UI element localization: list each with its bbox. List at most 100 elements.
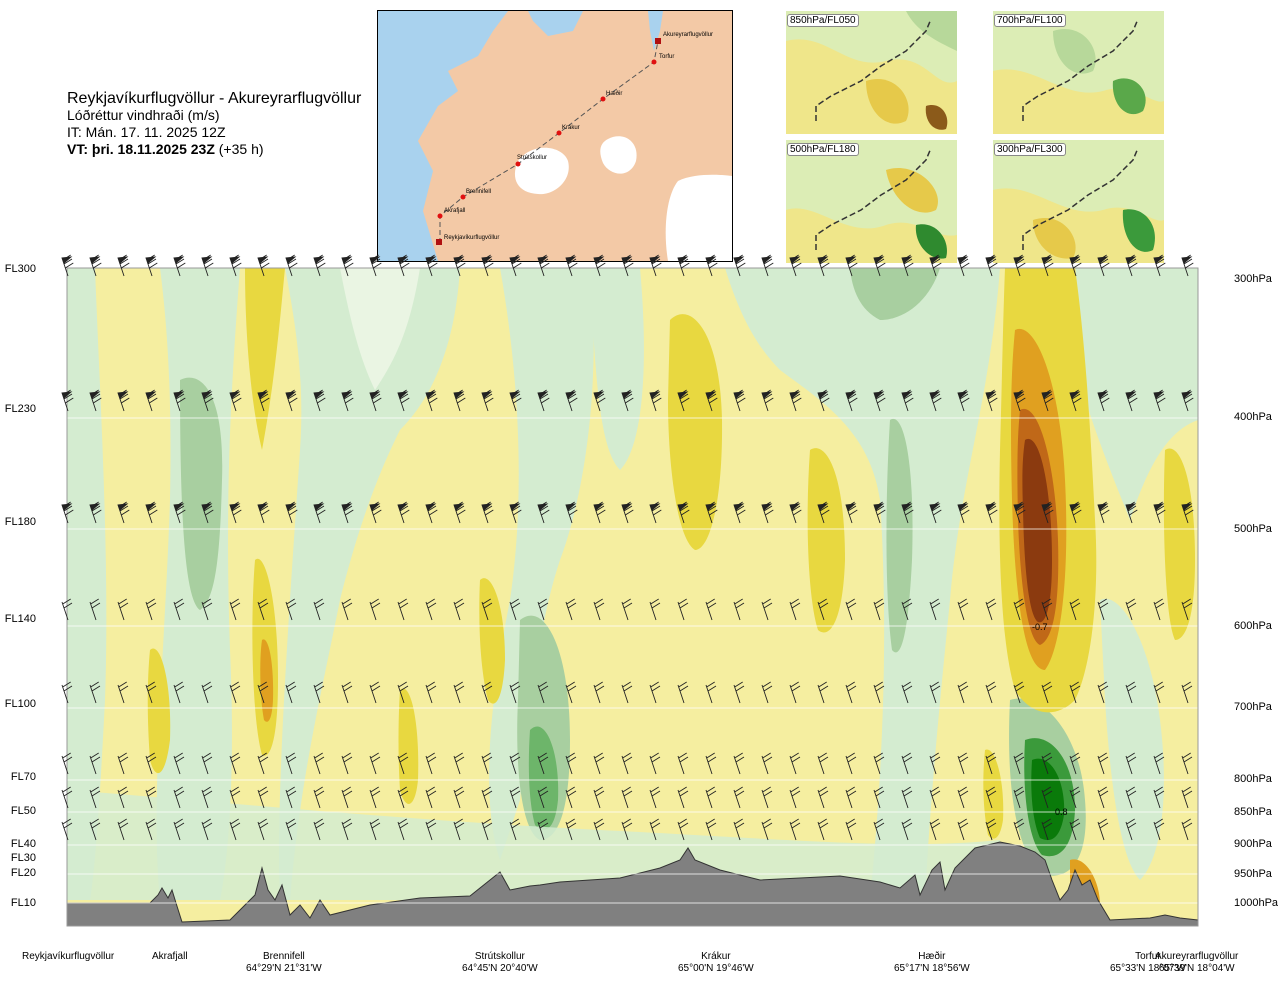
wind-barb	[565, 254, 578, 277]
wind-barb	[313, 818, 325, 841]
place-krakur-name: Krákur	[701, 951, 731, 962]
wind-barb	[229, 501, 242, 524]
wind-barb	[1013, 752, 1025, 775]
wind-barb	[313, 254, 326, 277]
field-down-core-1	[245, 268, 285, 450]
wind-barb	[537, 389, 550, 412]
map-sea-north	[528, 11, 583, 36]
wind-barb	[89, 501, 102, 524]
map-marker-rvk	[436, 239, 442, 245]
wind-barb	[1013, 389, 1026, 412]
vertical-wind-field	[67, 268, 1198, 926]
field-up-core-6b	[886, 418, 913, 653]
wind-barb	[1097, 254, 1110, 277]
field-up-band-6	[725, 268, 1000, 900]
place-brennifell-name: Brennifell	[263, 951, 305, 962]
wind-barb	[621, 681, 633, 704]
wind-barb	[509, 501, 522, 524]
field-up-band-4	[489, 268, 594, 860]
thumbnail-300-label: 300hPa/FL300	[994, 143, 1066, 156]
map-marker-akureyri	[655, 38, 661, 44]
wind-barb	[173, 818, 185, 841]
wind-barb	[649, 501, 662, 524]
thumbnail-500-svg	[786, 140, 957, 263]
wind-barb	[1153, 681, 1165, 704]
issue-time: IT: Mán. 17. 11. 2025 12Z	[67, 124, 226, 140]
place-akureyri-name: Akureyrarflugvöllur	[1155, 951, 1239, 962]
thumbnail-850[interactable]: 850hPa/FL050	[786, 11, 957, 134]
hpa-label-500: 500hPa	[1234, 523, 1272, 535]
thumbnail-500[interactable]: 500hPa/FL180	[786, 140, 957, 263]
thumbnail-850-label: 850hPa/FL050	[787, 14, 859, 27]
wind-barb	[985, 501, 998, 524]
wind-barb	[1125, 818, 1137, 841]
wind-barb	[369, 752, 381, 775]
wind-barb	[509, 681, 521, 704]
thumbnail-300[interactable]: 300hPa/FL300	[993, 140, 1164, 263]
wind-barb	[873, 501, 886, 524]
wind-barb	[761, 598, 773, 621]
wind-barb	[369, 389, 382, 412]
wind-barb	[565, 501, 578, 524]
wind-barb	[229, 818, 241, 841]
wind-barb	[901, 786, 913, 809]
wind-barb	[145, 818, 157, 841]
wind-barb	[1069, 389, 1082, 412]
wind-barb	[89, 818, 101, 841]
wind-barb	[117, 501, 130, 524]
map-glacier-3	[665, 174, 732, 261]
wind-barb	[117, 786, 129, 809]
wind-barb	[817, 389, 830, 412]
wind-barb	[845, 501, 858, 524]
map-sea-west	[378, 11, 508, 261]
wind-barb	[173, 681, 185, 704]
place-strutskollur: Strútskollur 64°45'N 20°40'W	[462, 951, 538, 975]
wind-barb	[481, 501, 494, 524]
wind-barb	[957, 752, 969, 775]
wind-barb	[61, 389, 74, 412]
wind-barb	[229, 752, 241, 775]
wind-barb	[817, 752, 829, 775]
fl-label-50: FL50	[10, 805, 36, 817]
wind-barb	[481, 786, 493, 809]
wind-barb	[705, 254, 718, 277]
place-reykjavik: Reykjavíkurflugvöllur	[22, 951, 114, 963]
wind-barb	[341, 254, 354, 277]
wind-barb	[481, 254, 494, 277]
thumbnail-700-svg	[993, 11, 1164, 134]
wind-barb	[733, 501, 746, 524]
hpa-label-950: 950hPa	[1234, 868, 1272, 880]
wind-barb	[677, 254, 690, 277]
wind-barb	[1013, 501, 1026, 524]
map-marker-brennifell	[460, 194, 466, 200]
wind-barb	[957, 501, 970, 524]
wind-barb	[425, 501, 438, 524]
wind-barb	[985, 681, 997, 704]
wind-barb	[565, 786, 577, 809]
wind-barb	[509, 752, 521, 775]
wind-barb	[61, 786, 73, 809]
wind-barb	[481, 389, 494, 412]
annotation-max: 0.8	[1055, 807, 1068, 817]
thumbnail-700[interactable]: 700hPa/FL100	[993, 11, 1164, 134]
wind-barb	[929, 389, 942, 412]
wind-barb	[1181, 389, 1194, 412]
wind-barb	[89, 254, 102, 277]
wind-barb	[621, 752, 633, 775]
place-brennifell-coord: 64°29'N 21°31'W	[246, 963, 322, 974]
field-down-core-5	[479, 578, 505, 704]
wind-barb	[621, 501, 634, 524]
wind-barb	[1097, 501, 1110, 524]
wind-barb	[537, 818, 549, 841]
wind-barb	[929, 818, 941, 841]
field-down-core-6	[668, 314, 723, 550]
wind-barb	[1125, 254, 1138, 277]
wind-barb	[761, 681, 773, 704]
wind-barb	[341, 389, 354, 412]
place-akrafjall-name: Akrafjall	[152, 951, 188, 962]
wind-barb	[789, 752, 801, 775]
wind-barb	[817, 681, 829, 704]
wind-barb	[425, 818, 437, 841]
wind-barb	[1153, 818, 1165, 841]
wind-barb	[397, 681, 409, 704]
